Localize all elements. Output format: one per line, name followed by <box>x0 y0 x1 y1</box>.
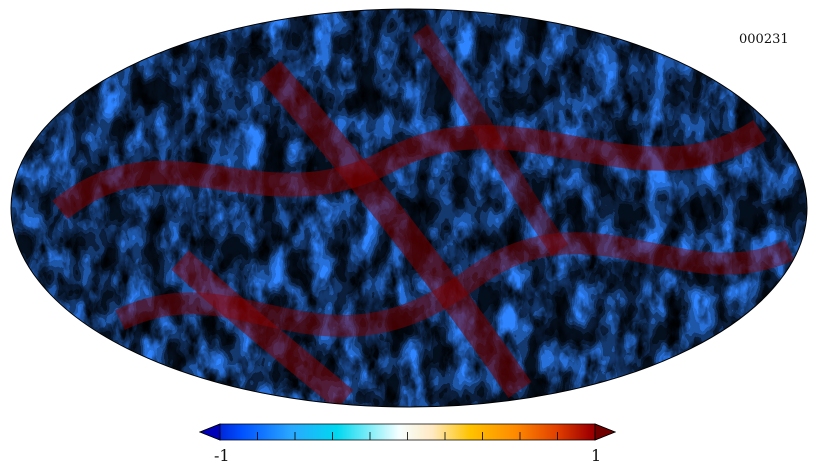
colorbar <box>198 423 617 441</box>
map-fill-layers <box>11 9 807 407</box>
diagonal-anisotropy-band-5 <box>171 250 354 407</box>
colorbar-max-label: 1 <box>591 446 602 465</box>
colorbar-min-label: -1 <box>214 446 230 465</box>
diagonal-anisotropy-band-4 <box>412 23 569 256</box>
colorbar-ticks <box>219 432 596 440</box>
colorbar-max-arrow <box>594 423 617 441</box>
diagonal-anisotropy-band-3 <box>259 60 532 398</box>
colorbar-min-arrow <box>198 423 221 441</box>
diagonal-anisotropy-band-1 <box>52 119 767 220</box>
light-highlight-layer <box>11 9 807 407</box>
map-boundary-ellipse <box>10 8 808 408</box>
map-id-label: 000231 <box>739 32 789 47</box>
